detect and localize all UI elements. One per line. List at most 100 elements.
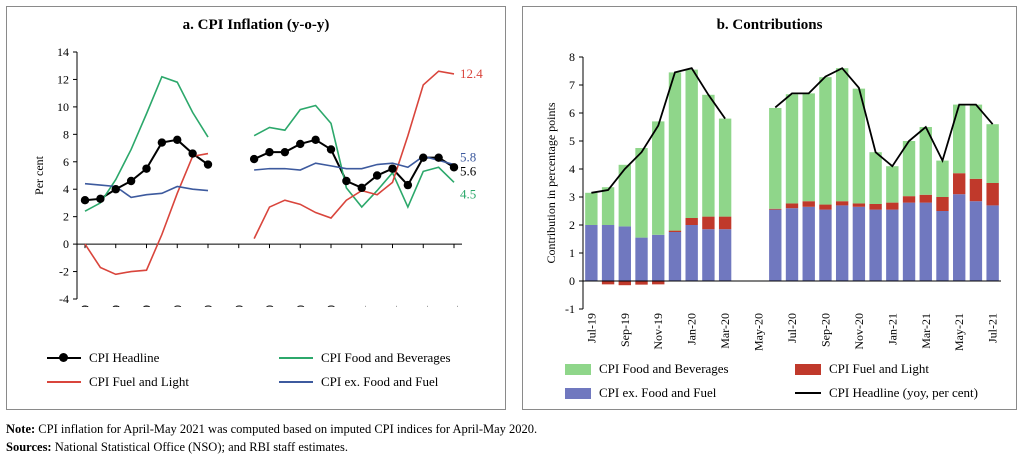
headline-marker [280,147,290,157]
x-tick-label: Mar-20 [201,305,215,307]
y-tick-label: 3 [569,190,575,204]
x-tick-label: Jan-20 [170,305,184,307]
headline-marker [157,138,167,147]
legend-b-fuel: CPI Fuel and Light [795,361,929,377]
headline-marker [342,176,351,186]
end-value-label: 5.6 [460,163,477,178]
bar-core [819,209,832,281]
legend-b-headline-label: CPI Headline (yoy, per cent) [829,385,978,400]
x-tick-label: May-20 [232,305,246,307]
bar-fuel [953,173,966,195]
bar-core [936,211,949,281]
headline-marker [449,163,459,172]
bar-core [902,202,916,281]
headline-swatch [47,353,81,362]
headline-marker [126,176,136,186]
series-line-2 [253,70,455,239]
x-tick-label: Mar-21 [919,313,933,349]
fuel-swatch [47,381,81,383]
bar-fuel [886,202,899,210]
fuel-box-swatch [795,363,821,375]
legend-b-core: CPI ex. Food and Fuel [565,385,716,401]
bar-fuel [618,281,631,286]
headline-line-swatch [795,392,821,394]
legend-fuel-label: CPI Fuel and Light [89,374,190,389]
bar-food [852,88,866,204]
x-tick-label: Jul-20 [263,305,277,307]
food-box-swatch [565,363,591,375]
legend-headline: CPI Headline [47,350,159,366]
headline-marker [111,185,120,194]
contributions-chart: -1 0 1 2 3 4 5 6 7 8 Contribution in percentage po… [544,50,1001,351]
x-tick-label: Jul-20 [785,313,799,343]
bar-food [618,164,631,227]
legend-fuel: CPI Fuel and Light [47,374,189,390]
bar-fuel [819,204,832,210]
headline-marker [388,164,397,173]
bar-food [702,94,715,217]
end-value-label: 5.8 [460,150,476,165]
bar-fuel [718,216,732,230]
headline-marker [173,135,182,145]
bar-fuel [702,216,715,230]
bar-core [852,206,866,281]
bar-core [953,194,966,281]
bar-food [835,68,849,202]
core-swatch [279,381,313,383]
headline-marker [419,153,428,162]
headline-marker [142,164,151,173]
bar-fuel [919,194,932,203]
headline-marker [326,145,336,154]
legend-b-headline: CPI Headline (yoy, per cent) [795,385,978,401]
x-tick-label: Mar-21 [386,305,400,307]
headline-marker [188,149,197,158]
series-line-3 [84,182,209,199]
y-tick-label: 2 [63,210,69,224]
x-tick-label: Nov-20 [852,313,866,350]
bar-food [652,121,665,235]
y-tick-label: 1 [569,246,575,260]
bar-food [668,72,682,231]
bar-core [969,201,983,281]
bar-food [986,124,999,183]
bar-core [652,234,665,281]
x-tick-label: Nov-20 [324,305,338,307]
x-tick-label: Jan-21 [355,305,369,307]
bar-food [953,104,966,174]
bar-core [869,209,882,281]
note-label: Note: [6,422,36,436]
headline-marker [249,154,259,164]
legend-b-fuel-label: CPI Fuel and Light [829,361,930,376]
headline-line [591,67,726,194]
x-tick-label: Jul-19 [584,313,598,343]
bar-food [635,148,648,238]
headline-marker [357,183,366,193]
headline-marker [434,153,443,162]
legend-core: CPI ex. Food and Fuel [279,374,438,390]
core-box-swatch [565,387,591,399]
headline-marker [203,160,213,169]
bar-fuel [902,196,916,203]
bar-core [886,209,899,281]
bar-fuel [601,281,615,285]
food-swatch [279,357,313,359]
x-tick-label: Sep-19 [109,305,123,307]
y-tick-label: 4 [63,182,69,196]
y-tick-label: 0 [569,274,575,288]
legend-core-label: CPI ex. Food and Fuel [321,374,439,389]
x-tick-label: May-20 [752,313,766,351]
bar-core [919,202,932,281]
bar-food [902,141,916,197]
bar-food [785,94,799,204]
x-tick-label: May-21 [416,305,430,307]
bar-core [718,229,732,281]
x-tick-label: Nov-19 [651,313,665,350]
headline-marker [311,135,320,145]
bar-food [936,160,949,197]
y-tick-label: 12 [57,72,69,86]
x-tick-label: Jul-21 [447,305,461,307]
x-tick-label: Sep-20 [293,305,307,307]
y-axis-title: Per cent [32,155,46,195]
panel-b-title: b. Contributions [716,17,823,33]
bar-food [685,69,698,218]
